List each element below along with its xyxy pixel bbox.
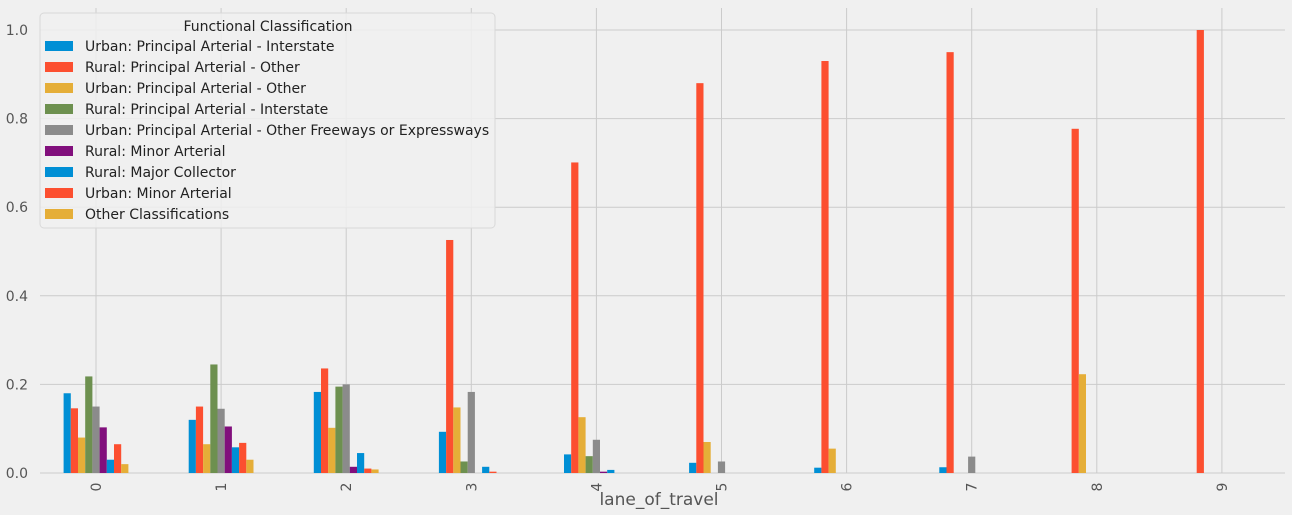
legend-item-label: Other Classifications xyxy=(85,207,229,223)
bar xyxy=(231,447,240,473)
bar xyxy=(607,469,615,473)
bar xyxy=(78,437,86,473)
x-tick-label: 8 xyxy=(1090,483,1106,492)
legend-swatch xyxy=(45,41,73,51)
y-tick-label: 0.2 xyxy=(6,377,28,393)
bar xyxy=(717,461,726,473)
legend-item-label: Rural: Principal Arterial - Interstate xyxy=(85,102,328,118)
x-tick-label: 3 xyxy=(464,483,480,492)
bar xyxy=(968,456,976,473)
bar xyxy=(328,427,336,473)
bar xyxy=(689,462,697,473)
x-tick-label: 5 xyxy=(715,483,731,492)
legend-item-label: Rural: Major Collector xyxy=(85,165,236,181)
legend-swatch xyxy=(45,167,73,177)
bar xyxy=(482,466,490,473)
legend-swatch xyxy=(45,104,73,114)
bar xyxy=(1196,30,1204,473)
legend-item-label: Urban: Minor Arterial xyxy=(85,186,232,202)
bar xyxy=(121,464,129,473)
x-tick-label: 4 xyxy=(589,482,605,491)
bar xyxy=(188,419,196,473)
bar xyxy=(106,459,114,473)
bar xyxy=(357,453,365,473)
legend-title: Functional Classification xyxy=(183,19,352,35)
bar xyxy=(114,444,122,473)
y-tick-label: 1.0 xyxy=(6,23,28,39)
bar xyxy=(313,391,321,473)
bar xyxy=(224,426,232,473)
x-axis-ticks: 0 1 2 3 4 5 6 7 8 9 xyxy=(89,482,1231,491)
legend-item-label: Urban: Principal Arterial - Other Freewa… xyxy=(85,123,489,139)
bar xyxy=(467,391,475,473)
legend-item-label: Urban: Principal Arterial - Other xyxy=(85,81,306,97)
bar xyxy=(239,442,247,473)
x-tick-label: 0 xyxy=(89,483,105,492)
bar xyxy=(600,471,608,473)
x-tick-label: 9 xyxy=(1215,483,1231,492)
bar xyxy=(564,454,572,473)
bar xyxy=(349,466,357,473)
bar xyxy=(246,459,254,473)
legend-swatch xyxy=(45,188,73,198)
bar xyxy=(335,386,343,473)
x-tick-label: 2 xyxy=(339,483,355,492)
bar xyxy=(342,384,350,473)
bar xyxy=(939,467,947,473)
x-tick-label: 7 xyxy=(965,483,981,492)
legend-swatch xyxy=(45,125,73,135)
x-tick-label: 6 xyxy=(840,482,856,491)
legend-swatch xyxy=(45,83,73,93)
bar xyxy=(203,444,211,473)
bar xyxy=(85,376,93,473)
bar xyxy=(92,406,100,473)
legend-item-label: Urban: Principal Arterial - Interstate xyxy=(85,39,334,55)
bar xyxy=(371,469,379,473)
bar xyxy=(578,417,586,473)
legend-swatch xyxy=(45,146,73,156)
bar xyxy=(460,461,468,473)
bar xyxy=(946,52,954,474)
y-tick-label: 0.8 xyxy=(6,112,28,128)
x-axis-label: lane_of_travel xyxy=(599,490,718,510)
bar xyxy=(217,408,225,473)
x-tick-label: 1 xyxy=(214,483,230,492)
legend-swatch xyxy=(45,62,73,72)
bars xyxy=(63,30,1204,474)
legend: Functional Classification Urban: Princip… xyxy=(39,12,496,229)
bar xyxy=(70,408,78,473)
y-tick-label: 0.4 xyxy=(6,289,28,305)
legend-item-label: Rural: Minor Arterial xyxy=(85,144,226,160)
bar xyxy=(446,239,454,473)
bar xyxy=(195,406,204,473)
bar xyxy=(703,441,711,473)
bar xyxy=(696,83,704,473)
bar xyxy=(1071,128,1079,473)
bar xyxy=(453,407,461,473)
bar xyxy=(1078,374,1086,473)
bar xyxy=(814,467,822,473)
bar xyxy=(828,448,836,473)
legend-item-label: Rural: Principal Arterial - Other xyxy=(85,60,300,76)
bar xyxy=(571,162,579,473)
legend-frame xyxy=(39,12,496,229)
bar xyxy=(99,427,107,473)
y-tick-label: 0.0 xyxy=(6,466,28,482)
legend-items: Urban: Principal Arterial - Interstate Ru… xyxy=(45,39,489,223)
legend-swatch xyxy=(45,209,73,219)
bar xyxy=(364,468,372,473)
bar xyxy=(489,471,497,473)
bar xyxy=(321,368,329,473)
bar xyxy=(585,456,593,473)
bar xyxy=(438,431,447,473)
bar xyxy=(63,393,71,473)
bar xyxy=(821,61,829,473)
bar xyxy=(592,439,600,473)
y-tick-label: 0.6 xyxy=(6,200,28,216)
bar xyxy=(210,364,218,473)
y-axis-ticks: 0.0 0.2 0.4 0.6 0.8 1.0 xyxy=(6,23,28,482)
